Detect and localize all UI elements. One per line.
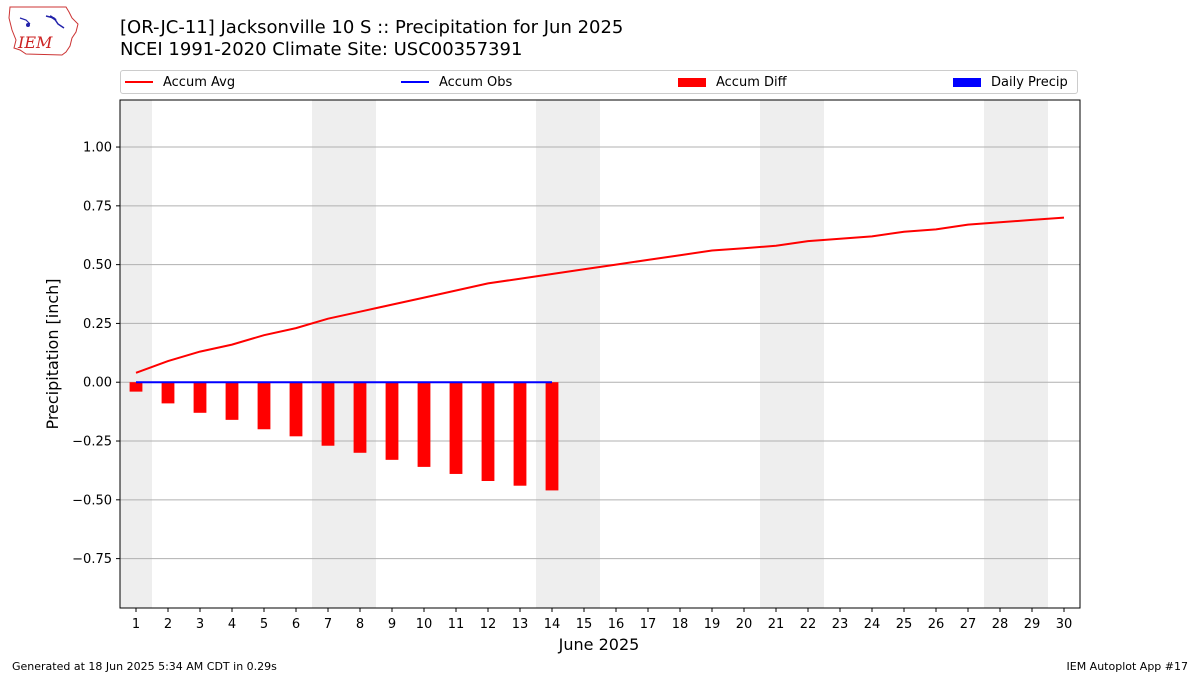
y-tick-label: −0.50: [72, 493, 112, 508]
x-tick-label: 6: [292, 617, 300, 632]
footer-generated: Generated at 18 Jun 2025 5:34 AM CDT in …: [12, 660, 277, 673]
weekend-shading: [120, 100, 1048, 608]
accum-diff-bar: [417, 382, 431, 467]
y-tick-label: 0.00: [83, 376, 112, 391]
x-tick-label: 7: [324, 617, 332, 632]
x-tick-label: 4: [228, 617, 236, 632]
accum-diff-bar: [161, 382, 175, 404]
x-tick-label: 24: [864, 617, 881, 632]
x-tick-label: 27: [960, 617, 977, 632]
chart-subtitle: NCEI 1991-2020 Climate Site: USC00357391: [120, 39, 523, 60]
x-tick-label: 16: [608, 617, 625, 632]
x-tick-label: 20: [736, 617, 753, 632]
accum-diff-bar: [225, 382, 239, 420]
weekend-band-4: [760, 100, 824, 608]
x-axis-label: June 2025: [558, 635, 640, 654]
legend-swatch-accum-obs: [401, 81, 429, 83]
series-lines: [135, 216, 1065, 384]
y-axis-ticks: [116, 146, 120, 560]
accum-diff-bar: [321, 382, 335, 446]
legend: Accum Avg Accum Obs Accum Diff Daily Pre…: [120, 70, 1078, 94]
accum-diff-bars: [129, 382, 559, 491]
x-tick-label: 28: [992, 617, 1009, 632]
accum-diff-bar: [385, 382, 399, 460]
weekend-band-5: [984, 100, 1048, 608]
weekend-band-1: [120, 100, 152, 608]
logo-text: IEM: [17, 33, 53, 52]
legend-label-accum-obs: Accum Obs: [439, 74, 513, 90]
x-tick-label: 13: [512, 617, 529, 632]
x-tick-label: 1: [132, 617, 140, 632]
y-tick-label: −0.75: [72, 552, 112, 567]
x-tick-label: 3: [196, 617, 204, 632]
weekend-band-3: [536, 100, 600, 608]
x-tick-label: 12: [480, 617, 497, 632]
x-tick-label: 19: [704, 617, 721, 632]
accum-avg-line: [135, 216, 1065, 374]
x-tick-label: 5: [260, 617, 268, 632]
x-tick-label: 22: [800, 617, 817, 632]
accum-diff-bar: [481, 382, 495, 481]
y-tick-label: 0.75: [83, 199, 112, 214]
plot-frame: [119, 99, 1081, 609]
y-tick-label: 0.25: [83, 317, 112, 332]
legend-item-accum-obs: Accum Obs: [401, 71, 512, 93]
legend-label-accum-diff: Accum Diff: [716, 74, 787, 90]
accum-diff-bar: [449, 382, 463, 474]
legend-item-daily-precip: Daily Precip: [953, 71, 1068, 93]
accum-diff-bar: [193, 382, 207, 413]
x-tick-label: 14: [544, 617, 561, 632]
legend-swatch-accum-avg: [125, 81, 153, 83]
accum-diff-bar: [289, 382, 303, 437]
y-tick-label: −0.25: [72, 435, 112, 450]
x-tick-label: 17: [640, 617, 657, 632]
x-tick-label: 21: [768, 617, 785, 632]
x-tick-label: 26: [928, 617, 945, 632]
y-tick-labels: −0.75 −0.50 −0.25 0.00 0.25 0.50 0.75 1.00: [72, 141, 112, 568]
x-tick-label: 2: [164, 617, 172, 632]
x-tick-labels: 1 2 3 4 5 6 7 8 9 10 11 12 13 14 15 16 17 18 19 20 21 22 23 24 2…: [132, 617, 1072, 632]
legend-label-daily-precip: Daily Precip: [991, 74, 1068, 90]
y-tick-label: 1.00: [83, 141, 112, 156]
x-axis-ticks: [135, 608, 1065, 612]
weekend-band-2: [312, 100, 376, 608]
x-tick-label: 23: [832, 617, 849, 632]
accum-diff-bar: [257, 382, 271, 430]
legend-swatch-accum-diff: [678, 77, 706, 87]
y-axis-label: Precipitation [inch]: [43, 278, 62, 429]
x-tick-label: 30: [1056, 617, 1073, 632]
x-tick-label: 8: [356, 617, 364, 632]
accum-diff-bar: [129, 382, 143, 392]
x-tick-label: 15: [576, 617, 593, 632]
x-tick-label: 10: [416, 617, 433, 632]
accum-diff-bar: [353, 382, 367, 453]
accum-diff-bar: [513, 382, 527, 486]
accum-diff-bar: [545, 382, 559, 491]
legend-item-accum-diff: Accum Diff: [678, 71, 787, 93]
y-tick-label: 0.50: [83, 258, 112, 273]
chart-title: [OR-JC-11] Jacksonville 10 S :: Precipit…: [120, 17, 624, 38]
legend-item-accum-avg: Accum Avg: [125, 71, 235, 93]
legend-swatch-daily-precip: [953, 77, 981, 87]
footer-app: IEM Autoplot App #17: [1066, 660, 1189, 673]
gridlines: [120, 146, 1080, 560]
x-tick-label: 29: [1024, 617, 1041, 632]
x-tick-label: 11: [448, 617, 465, 632]
x-tick-label: 18: [672, 617, 689, 632]
legend-label-accum-avg: Accum Avg: [163, 74, 236, 90]
x-tick-label: 25: [896, 617, 913, 632]
x-tick-label: 9: [388, 617, 396, 632]
iem-logo: IEM: [8, 6, 79, 56]
